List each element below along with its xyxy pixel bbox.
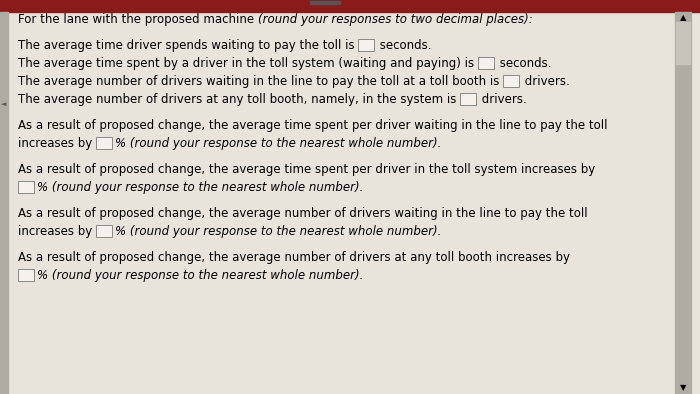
Text: As a result of proposed change, the average number of drivers at any toll booth : As a result of proposed change, the aver…	[18, 251, 570, 264]
Text: increases by: increases by	[18, 136, 96, 149]
Bar	[676, 22, 690, 64]
Bar	[0, 12, 8, 394]
Text: For the lane with the proposed machine: For the lane with the proposed machine	[18, 13, 258, 26]
Text: % (round your response to the nearest whole number).: % (round your response to the nearest wh…	[37, 268, 363, 281]
Text: ▲: ▲	[680, 13, 686, 22]
Text: drivers.: drivers.	[521, 74, 570, 87]
Bar	[460, 93, 476, 105]
Text: The average time driver spends waiting to pay the toll is: The average time driver spends waiting t…	[18, 39, 358, 52]
Text: seconds.: seconds.	[496, 56, 552, 69]
Text: (round your responses to two decimal places):: (round your responses to two decimal pla…	[258, 13, 533, 26]
Bar	[0, 0, 700, 12]
Bar	[675, 12, 691, 394]
Bar	[96, 137, 112, 149]
Text: seconds.: seconds.	[377, 39, 432, 52]
Bar	[310, 1, 340, 4]
Bar	[18, 181, 34, 193]
Text: increases by: increases by	[18, 225, 96, 238]
Bar	[358, 39, 375, 51]
Bar	[478, 57, 494, 69]
Bar	[18, 269, 34, 281]
Text: The average time spent by a driver in the toll system (waiting and paying) is: The average time spent by a driver in th…	[18, 56, 478, 69]
Text: As a result of proposed change, the average number of drivers waiting in the lin: As a result of proposed change, the aver…	[18, 206, 587, 219]
Text: % (round your response to the nearest whole number).: % (round your response to the nearest wh…	[115, 136, 442, 149]
Text: As a result of proposed change, the average time spent per driver waiting in the: As a result of proposed change, the aver…	[18, 119, 608, 132]
Text: ◄: ◄	[1, 101, 7, 107]
Text: % (round your response to the nearest whole number).: % (round your response to the nearest wh…	[115, 225, 442, 238]
Text: The average number of drivers waiting in the line to pay the toll at a toll boot: The average number of drivers waiting in…	[18, 74, 503, 87]
Text: The average number of drivers at any toll booth, namely, in the system is: The average number of drivers at any tol…	[18, 93, 460, 106]
Bar	[96, 225, 112, 237]
Bar	[503, 75, 519, 87]
Text: % (round your response to the nearest whole number).: % (round your response to the nearest wh…	[37, 180, 363, 193]
Text: drivers.: drivers.	[478, 93, 527, 106]
Text: As a result of proposed change, the average time spent per driver in the toll sy: As a result of proposed change, the aver…	[18, 162, 595, 175]
Text: ▼: ▼	[680, 383, 686, 392]
